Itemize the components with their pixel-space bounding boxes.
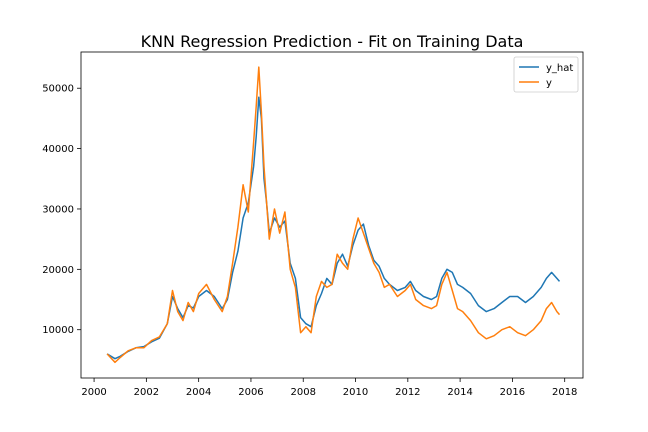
legend: y_hat y <box>513 56 579 93</box>
series-line-y_hat <box>106 96 561 360</box>
y-tick-label: 10000 <box>42 325 74 336</box>
plot-area <box>106 66 561 364</box>
y-tick-label: 50000 <box>42 84 74 95</box>
x-tick-label: 2012 <box>395 387 420 398</box>
x-tick-label: 2018 <box>552 387 577 398</box>
x-tick-label: 2008 <box>291 387 316 398</box>
y-tick-label: 20000 <box>42 265 74 276</box>
x-tick-label: 2002 <box>134 387 159 398</box>
x-tick-label: 2010 <box>343 387 368 398</box>
series-line-y <box>106 66 561 364</box>
legend-box <box>513 56 579 93</box>
legend-label-y: y <box>546 78 552 89</box>
chart-title: KNN Regression Prediction - Fit on Train… <box>141 32 524 51</box>
y-axis: 10000 20000 30000 40000 50000 <box>42 84 81 336</box>
x-tick-label: 2014 <box>447 387 472 398</box>
x-tick-label: 2006 <box>238 387 263 398</box>
x-tick-label: 2016 <box>500 387 525 398</box>
y-tick-label: 30000 <box>42 204 74 215</box>
x-tick-label: 2000 <box>81 387 106 398</box>
legend-label-y_hat: y_hat <box>546 63 573 74</box>
x-axis: 2000 2002 2004 2006 2008 2010 2012 2014 2016 2018 <box>81 378 577 398</box>
axes-frame <box>80 51 584 379</box>
x-tick-label: 2004 <box>186 387 211 398</box>
y-tick-label: 40000 <box>42 144 74 155</box>
